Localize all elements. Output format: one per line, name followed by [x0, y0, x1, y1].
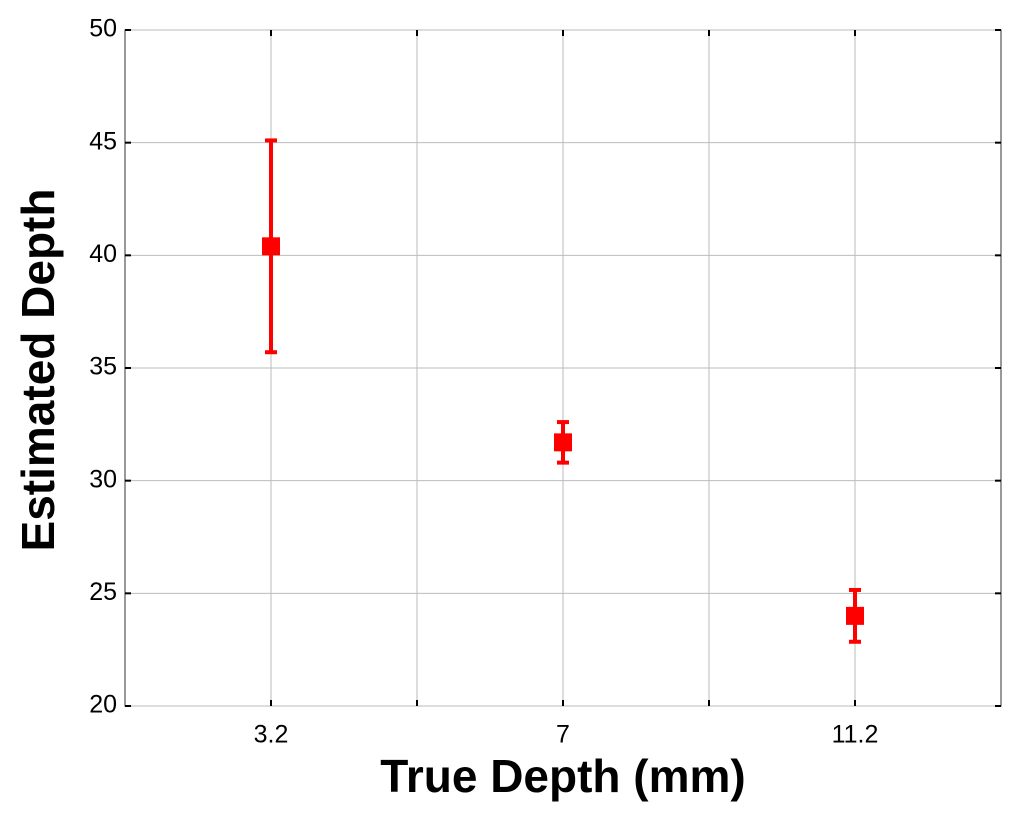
x-tick-label: 3.2	[254, 721, 289, 749]
marker	[262, 237, 280, 256]
y-tick-label: 30	[89, 465, 117, 493]
x-axis-label: True Depth (mm)	[380, 750, 745, 802]
marker	[554, 433, 572, 452]
y-axis-label: Estimated Depth	[12, 189, 64, 552]
x-tick-label: 7	[556, 721, 570, 749]
y-tick-label: 50	[89, 15, 117, 43]
x-tick-label: 11.2	[832, 721, 879, 749]
y-tick-label: 40	[89, 240, 117, 268]
y-tick-label: 20	[89, 691, 117, 719]
marker	[846, 606, 864, 625]
y-tick-label: 25	[89, 578, 117, 606]
y-tick-label: 45	[89, 127, 117, 155]
y-tick-label: 35	[89, 353, 117, 381]
